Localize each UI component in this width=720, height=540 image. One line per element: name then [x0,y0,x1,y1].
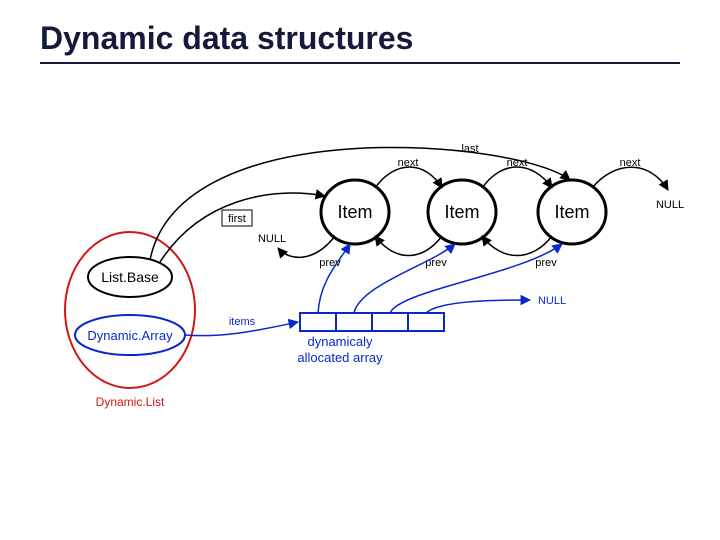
items-label: items [229,316,256,328]
dynamic-list-group [65,232,195,388]
null-left: NULL [258,233,286,245]
first-label: first [228,213,246,225]
edge-prev-2-1 [375,236,442,256]
edge-first [160,193,325,262]
item1-label: Item [337,202,372,222]
prev-label-2: prev [425,257,447,269]
dynamic-list-caption: Dynamic.List [96,395,165,409]
list-base-label: List.Base [101,269,159,285]
edge-next-3-null [592,167,668,190]
item3-label: Item [554,202,589,222]
edge-next-1-2 [375,167,442,188]
prev-label-3: prev [535,257,557,269]
next-label-3: next [620,157,641,169]
edge-prev-3-2 [482,236,552,256]
slide-root: Dynamic data structures List.Base Dynami… [0,0,720,540]
dynamic-array-label: Dynamic.Array [87,328,173,343]
null-blue: NULL [538,295,566,307]
edge-next-2-3 [482,167,552,188]
item2-label: Item [444,202,479,222]
next-label-1: next [398,157,419,169]
array-sublabel1: dynamicaly [307,334,373,349]
edge-cell2-item2 [354,244,455,313]
diagram-svg: List.Base Dynamic.Array Dynamic.List Ite… [0,0,720,540]
array-sublabel2: allocated array [297,350,383,365]
edge-prev-1-null [278,236,335,257]
next-label-2: next [507,157,528,169]
edge-cell1-item1 [318,244,350,313]
edge-cell4-null [426,300,530,313]
prev-label-1: prev [319,257,341,269]
last-label: last [461,143,478,155]
null-right: NULL [656,199,684,211]
array-block [300,313,444,331]
